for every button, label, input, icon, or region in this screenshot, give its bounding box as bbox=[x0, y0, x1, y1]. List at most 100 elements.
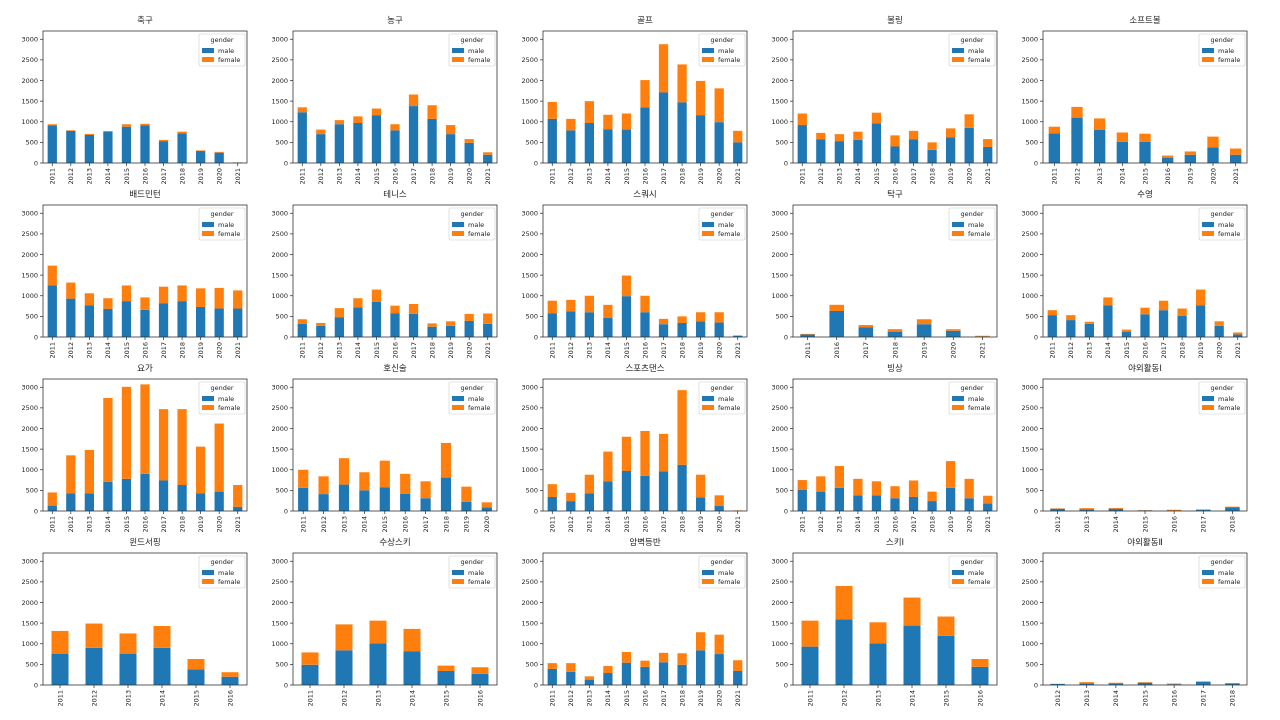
bar-male bbox=[890, 146, 900, 163]
bar-male bbox=[318, 494, 329, 511]
bar-female bbox=[800, 333, 815, 335]
y-tick-label: 2000 bbox=[21, 251, 38, 259]
y-tick-label: 0 bbox=[1034, 159, 1038, 167]
y-tick-label: 2500 bbox=[521, 56, 538, 64]
x-tick-label: 2020 bbox=[950, 342, 958, 359]
x-tick-label: 2018 bbox=[428, 168, 436, 185]
y-tick-label: 1500 bbox=[271, 271, 288, 279]
bar-female bbox=[420, 481, 431, 499]
chart-panel: 빙상 0 500 1000 1500 2000 2500 3000 2011 2012 2013 20… bbox=[750, 348, 1000, 533]
bar-female bbox=[334, 120, 344, 125]
bar-female bbox=[1166, 509, 1182, 511]
bar-male bbox=[403, 651, 421, 685]
y-tick-label: 1000 bbox=[771, 292, 788, 300]
legend-label-male: male bbox=[1218, 221, 1234, 229]
legend-swatch-female bbox=[1202, 579, 1214, 584]
bar-female bbox=[603, 114, 613, 130]
x-tick-label: 2021 bbox=[984, 516, 992, 533]
x-tick-label: 2015 bbox=[123, 516, 131, 533]
bar-female bbox=[471, 667, 489, 674]
bar-female bbox=[353, 298, 363, 308]
bar-male bbox=[946, 487, 956, 511]
bar-male bbox=[800, 334, 815, 337]
y-tick-label: 1500 bbox=[271, 97, 288, 105]
bar-male bbox=[371, 115, 382, 163]
legend-swatch-male bbox=[1202, 570, 1214, 575]
y-tick-label: 1000 bbox=[771, 466, 788, 474]
y-tick-label: 2000 bbox=[1021, 77, 1038, 85]
y-tick-label: 2000 bbox=[771, 425, 788, 433]
bar-female bbox=[733, 335, 743, 336]
x-tick-label: 2011 bbox=[804, 342, 812, 359]
plot-frame bbox=[42, 552, 248, 686]
bar-male bbox=[1225, 683, 1240, 685]
x-tick-label: 2020 bbox=[465, 168, 473, 185]
legend-label-female: female bbox=[718, 578, 740, 586]
y-tick-label: 0 bbox=[1034, 507, 1038, 515]
bar-male bbox=[696, 115, 706, 163]
y-tick-label: 500 bbox=[26, 487, 38, 495]
bar-male bbox=[481, 507, 492, 511]
legend-swatch-female bbox=[702, 57, 714, 62]
x-tick-label: 2017 bbox=[160, 342, 168, 359]
bar-male bbox=[640, 666, 650, 685]
plot-frame bbox=[292, 204, 498, 338]
bar-male bbox=[379, 487, 390, 511]
x-tick-label: 2016 bbox=[402, 516, 410, 533]
bar-female bbox=[318, 476, 329, 495]
bar-female bbox=[797, 480, 807, 490]
legend-label-male: male bbox=[468, 569, 484, 577]
bar-female bbox=[640, 295, 650, 313]
bar-male bbox=[1196, 681, 1211, 685]
bar-male bbox=[1158, 310, 1169, 337]
plot-frame bbox=[792, 204, 998, 338]
bar-female bbox=[153, 626, 171, 648]
bar-female bbox=[187, 659, 205, 670]
y-tick-label: 1500 bbox=[521, 97, 538, 105]
x-tick-label: 2015 bbox=[942, 690, 950, 707]
x-tick-label: 2012 bbox=[817, 168, 825, 185]
chart-panel: 암벽등반 0 500 1000 1500 2000 2500 3000 2011 2012 2013… bbox=[500, 522, 750, 707]
y-tick-label: 1500 bbox=[771, 445, 788, 453]
bar-male bbox=[927, 501, 937, 511]
bar-male bbox=[696, 497, 706, 511]
chart-title: 볼링 bbox=[887, 15, 903, 26]
y-tick-label: 1500 bbox=[21, 445, 38, 453]
x-tick-label: 2016 bbox=[141, 516, 149, 533]
bar-female bbox=[835, 586, 853, 620]
bar-male bbox=[658, 92, 669, 163]
bar-female bbox=[696, 312, 706, 322]
bar-female bbox=[461, 486, 472, 502]
bar-male bbox=[298, 487, 309, 511]
bar-female bbox=[1047, 310, 1057, 316]
bar-male bbox=[603, 318, 613, 337]
y-tick-label: 2500 bbox=[771, 230, 788, 238]
chart-svg: 야외활동Ⅱ 0 500 1000 1500 2000 2500 3000 2012 2013 201… bbox=[1021, 537, 1248, 707]
bar-male bbox=[890, 498, 900, 511]
x-tick-label: 2020 bbox=[215, 342, 223, 359]
y-tick-label: 1500 bbox=[1021, 619, 1038, 627]
bar-male bbox=[359, 490, 370, 511]
bar-female bbox=[408, 304, 419, 314]
bar-female bbox=[1225, 506, 1240, 508]
bar-female bbox=[584, 676, 594, 680]
bar-male bbox=[84, 493, 94, 511]
x-tick-label: 2013 bbox=[874, 690, 882, 707]
bar-female bbox=[353, 116, 363, 123]
chart-svg: 볼링 0 500 1000 1500 2000 2500 3000 2011 2012 2013 20… bbox=[771, 15, 998, 185]
chart-svg: 배드민턴 0 500 1000 1500 2000 2500 3000 2011 2012 2013… bbox=[21, 189, 248, 359]
bar-male bbox=[334, 317, 344, 337]
legend-swatch-male bbox=[452, 570, 464, 575]
x-tick-label: 2017 bbox=[410, 168, 418, 185]
bar-female bbox=[621, 113, 632, 130]
chart-svg: 요가 0 500 1000 1500 2000 2500 3000 2011 2012 2013 20… bbox=[21, 364, 248, 533]
y-tick-label: 1000 bbox=[521, 466, 538, 474]
x-tick-label: 2013 bbox=[1083, 516, 1091, 533]
bar-female bbox=[927, 491, 937, 502]
x-tick-label: 2018 bbox=[891, 342, 899, 359]
bar-male bbox=[119, 653, 137, 685]
bar-female bbox=[103, 298, 113, 309]
chart-title: 암벽등반 bbox=[629, 537, 660, 548]
